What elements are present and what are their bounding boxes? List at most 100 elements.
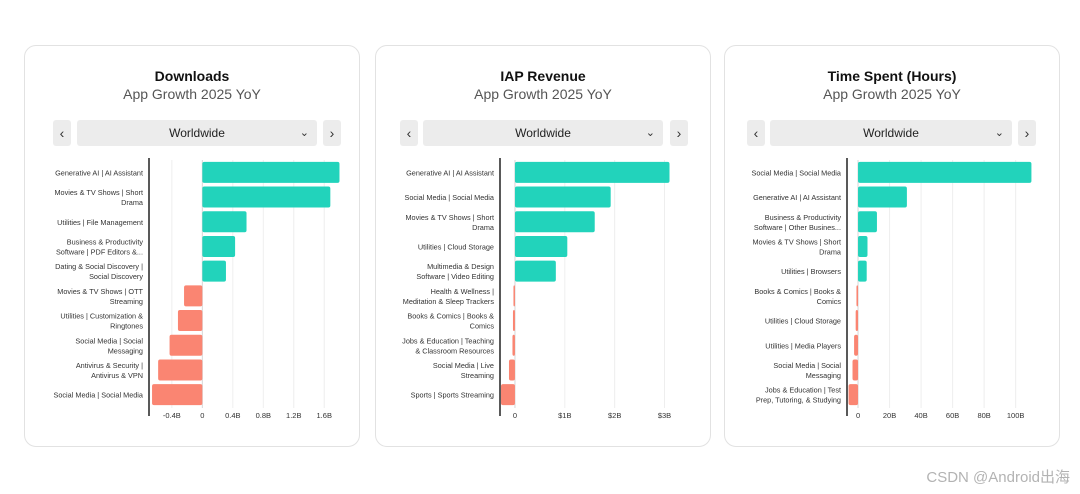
chevron-down-icon: ⌄	[299, 127, 309, 139]
bar	[508, 359, 515, 381]
bar	[177, 310, 203, 332]
chart-title: Downloads	[154, 68, 230, 84]
iap-revenue-card: IAP Revenue App Growth 2025 YoY ‹ Worldw…	[375, 45, 711, 447]
category-label: Utilities | Customization &	[60, 312, 143, 321]
tick-label: $2B	[608, 411, 621, 420]
category-label: Software | Other Busines...	[754, 223, 841, 232]
category-label: Utilities | Cloud Storage	[418, 242, 494, 251]
bar	[514, 235, 568, 257]
region-select-value: Worldwide	[515, 126, 571, 140]
category-label: Ringtones	[110, 322, 143, 331]
region-select-value: Worldwide	[169, 126, 225, 140]
category-label: Movies & TV Shows | Short	[405, 213, 494, 222]
next-button[interactable]: ›	[323, 120, 341, 146]
region-select[interactable]: Worldwide ⌄	[423, 120, 663, 146]
category-label: Dating & Social Discovery |	[55, 262, 143, 271]
bar	[858, 211, 877, 233]
tick-label: -0.4B	[163, 411, 181, 420]
time-spent-card: Time Spent (Hours) App Growth 2025 YoY ‹…	[724, 45, 1060, 447]
bar	[852, 359, 859, 381]
category-label: Generative AI | AI Assistant	[406, 168, 494, 177]
category-label: Health & Wellness |	[431, 287, 495, 296]
category-label: Comics	[817, 297, 842, 306]
chevron-down-icon: ⌄	[645, 127, 655, 139]
tick-label: 0	[513, 411, 517, 420]
category-label: Antivirus & Security |	[76, 361, 143, 370]
chart-title: Time Spent (Hours)	[827, 68, 957, 84]
region-select-value: Worldwide	[863, 126, 919, 140]
category-label: Social Media | Social	[773, 361, 841, 370]
category-label: Social Media | Social	[75, 336, 143, 345]
category-label: Utilities | Media Players	[765, 341, 841, 350]
category-label: Prep, Tutoring, & Studying	[756, 396, 841, 405]
tick-label: 0	[856, 411, 860, 420]
category-label: Streaming	[461, 371, 494, 380]
bar	[855, 310, 859, 332]
category-label: Business & Productivity	[67, 237, 144, 246]
downloads-chart: Generative AI | AI Assistant Movies & TV …	[53, 158, 340, 420]
category-label: Software | PDF Editors &...	[56, 247, 143, 256]
tick-label: 20B	[883, 411, 896, 420]
category-label: & Classroom Resources	[415, 346, 494, 355]
time-spent-chart: Social Media | Social Media Generative AI…	[751, 158, 1032, 420]
tick-label: $3B	[658, 411, 671, 420]
category-label: Meditation & Sleep Trackers	[403, 297, 495, 306]
region-select[interactable]: Worldwide ⌄	[770, 120, 1012, 146]
tick-label: 60B	[946, 411, 959, 420]
bar	[513, 285, 515, 307]
bar	[858, 186, 907, 208]
tick-label: 80B	[977, 411, 990, 420]
chart-title: IAP Revenue	[500, 68, 586, 84]
tick-label: 0	[200, 411, 204, 420]
category-label: Generative AI | AI Assistant	[55, 168, 143, 177]
bar	[184, 285, 203, 307]
bar	[202, 186, 331, 208]
category-label: Generative AI | AI Assistant	[753, 193, 841, 202]
chart-subtitle: App Growth 2025 YoY	[474, 86, 612, 102]
tick-label: 1.6B	[317, 411, 332, 420]
category-label: Software | Video Editing	[416, 272, 494, 281]
bar	[856, 285, 859, 307]
category-label: Sports | Sports Streaming	[411, 391, 494, 400]
category-label: Utilities | File Management	[57, 218, 143, 227]
bar	[858, 260, 867, 282]
prev-button[interactable]: ‹	[53, 120, 71, 146]
bar	[202, 161, 340, 183]
bar	[512, 334, 515, 356]
bar	[514, 161, 670, 183]
category-label: Utilities | Browsers	[781, 267, 841, 276]
bar	[169, 334, 203, 356]
region-select[interactable]: Worldwide ⌄	[77, 120, 317, 146]
prev-button[interactable]: ‹	[400, 120, 418, 146]
bar	[858, 161, 1032, 183]
chevron-down-icon: ⌄	[994, 127, 1004, 139]
chart-subtitle: App Growth 2025 YoY	[123, 86, 261, 102]
category-label: Streaming	[110, 297, 143, 306]
category-label: Messaging	[806, 371, 841, 380]
tick-label: $1B	[558, 411, 571, 420]
category-label: Jobs & Education | Test	[765, 386, 841, 395]
category-label: Multimedia & Design	[427, 262, 494, 271]
category-label: Books & Comics | Books &	[754, 287, 841, 296]
bar	[854, 334, 859, 356]
category-label: Movies & TV Shows | Short	[752, 237, 841, 246]
watermark: CSDN @Android出海	[926, 469, 1070, 486]
next-button[interactable]: ›	[1018, 120, 1036, 146]
bar	[202, 211, 247, 233]
tick-label: 40B	[914, 411, 927, 420]
downloads-card: Downloads App Growth 2025 YoY ‹ Worldwid…	[24, 45, 360, 447]
bar	[858, 235, 868, 257]
category-label: Antivirus & VPN	[91, 371, 143, 380]
bar	[202, 235, 236, 257]
category-label: Social Media | Social Media	[404, 193, 494, 202]
tick-label: 0.4B	[225, 411, 240, 420]
bar	[848, 384, 859, 406]
category-label: Movies & TV Shows | Short	[54, 188, 143, 197]
next-button[interactable]: ›	[670, 120, 688, 146]
bar	[514, 260, 556, 282]
category-label: Jobs & Education | Teaching	[402, 336, 494, 345]
prev-button[interactable]: ‹	[747, 120, 765, 146]
category-label: Social Discovery	[89, 272, 143, 281]
bar	[202, 260, 226, 282]
tick-label: 1.2B	[286, 411, 301, 420]
